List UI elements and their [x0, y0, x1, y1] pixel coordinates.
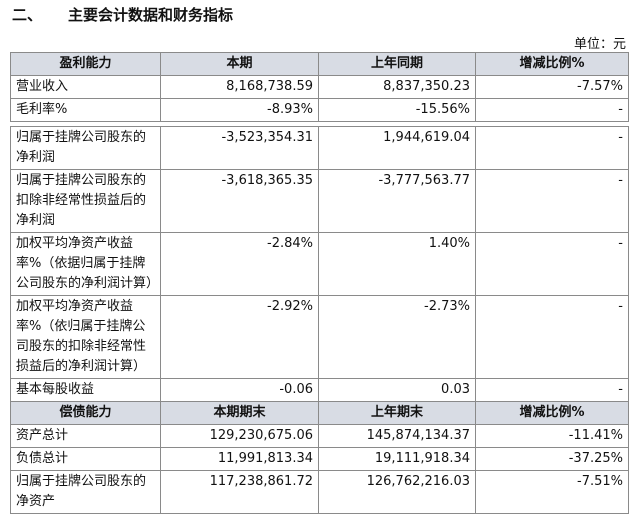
section-number: 二、: [12, 6, 43, 24]
header-cell: 本期: [160, 52, 319, 76]
table-cell: 加权平均净资产收益率%（依据归属于挂牌公司股东的净利润计算）: [10, 232, 161, 296]
table-row: 毛利率% -8.93% -15.56% -: [10, 98, 629, 122]
table-cell: 0.03: [318, 378, 476, 402]
table-cell: -11.41%: [475, 424, 629, 448]
header-cell: 增减比例%: [475, 401, 629, 425]
table-cell: -: [475, 378, 629, 402]
table-cell: -3,523,354.31: [160, 126, 319, 170]
header-cell: 偿债能力: [10, 401, 161, 425]
table-cell: 负债总计: [10, 447, 161, 471]
table-cell: 19,111,918.34: [318, 447, 476, 471]
table-cell: 归属于挂牌公司股东的净资产: [10, 470, 161, 514]
table-cell: -0.06: [160, 378, 319, 402]
header-cell: 上年期末: [318, 401, 476, 425]
table-cell: 129,230,675.06: [160, 424, 319, 448]
header-row: 盈利能力 本期 上年同期 增减比例%: [10, 52, 629, 76]
header-row: 偿债能力 本期期末 上年期末 增减比例%: [10, 401, 629, 425]
table-cell: 1.40%: [318, 232, 476, 296]
table-cell: 加权平均净资产收益率%（依归属于挂牌公司股东的扣除非经常性损益后的净利润计算）: [10, 295, 161, 379]
table-cell: 归属于挂牌公司股东的净利润: [10, 126, 161, 170]
table-cell: -: [475, 232, 629, 296]
table-cell: 营业收入: [10, 75, 161, 99]
table-row: 加权平均净资产收益率%（依据归属于挂牌公司股东的净利润计算） -2.84% 1.40…: [10, 232, 629, 296]
table-row: 资产总计 129,230,675.06 145,874,134.37 -11.41%: [10, 424, 629, 448]
table-cell: -2.73%: [318, 295, 476, 379]
table-cell: 145,874,134.37: [318, 424, 476, 448]
header-cell: 增减比例%: [475, 52, 629, 76]
table-cell: 基本每股收益: [10, 378, 161, 402]
header-cell: 盈利能力: [10, 52, 161, 76]
section-title: 主要会计数据和财务指标: [68, 6, 234, 24]
table-cell: -: [475, 169, 629, 233]
financial-table: 盈利能力 本期 上年同期 增减比例% 营业收入 8,168,738.59 8,837,350…: [10, 52, 629, 514]
table-cell: -37.25%: [475, 447, 629, 471]
table-cell: 11,991,813.34: [160, 447, 319, 471]
table-cell: 毛利率%: [10, 98, 161, 122]
unit-label: 单位：元: [573, 37, 626, 52]
table-cell: 资产总计: [10, 424, 161, 448]
table-cell: -: [475, 295, 629, 379]
header-cell: 本期期末: [160, 401, 319, 425]
table-row: 基本每股收益 -0.06 0.03-: [10, 378, 629, 402]
table-cell: -2.92%: [160, 295, 319, 379]
table-cell: -: [475, 98, 629, 122]
table-cell: 126,762,216.03: [318, 470, 476, 514]
table-cell: -8.93%: [160, 98, 319, 122]
table-row: 归属于挂牌公司股东的扣除非经常性损益后的净利润 -3,618,365.35 -3,7…: [10, 169, 629, 233]
table-cell: -: [475, 126, 629, 170]
table-row: 归属于挂牌公司股东的净资产 117,238,861.72 126,762,216.0…: [10, 470, 629, 514]
table-cell: 8,168,738.59: [160, 75, 319, 99]
table-cell: -7.57%: [475, 75, 629, 99]
section-heading: 二、 主要会计数据和财务指标: [12, 4, 233, 25]
table-row: 负债总计 11,991,813.34 19,111,918.34 -37.25%: [10, 447, 629, 471]
table-cell: 117,238,861.72: [160, 470, 319, 514]
table-row: 营业收入 8,168,738.59 8,837,350.23 -7.57%: [10, 75, 629, 99]
table-cell: 1,944,619.04: [318, 126, 476, 170]
table-cell: -7.51%: [475, 470, 629, 514]
table-cell: 8,837,350.23: [318, 75, 476, 99]
table-row: 归属于挂牌公司股东的净利润 -3,523,354.31 1,944,619.04-: [10, 126, 629, 170]
table-row: 加权平均净资产收益率%（依归属于挂牌公司股东的扣除非经常性损益后的净利润计算） -…: [10, 295, 629, 379]
table-cell: -15.56%: [318, 98, 476, 122]
table-cell: 归属于挂牌公司股东的扣除非经常性损益后的净利润: [10, 169, 161, 233]
table-cell: -3,618,365.35: [160, 169, 319, 233]
header-cell: 上年同期: [318, 52, 476, 76]
table-cell: -2.84%: [160, 232, 319, 296]
table-cell: -3,777,563.77: [318, 169, 476, 233]
